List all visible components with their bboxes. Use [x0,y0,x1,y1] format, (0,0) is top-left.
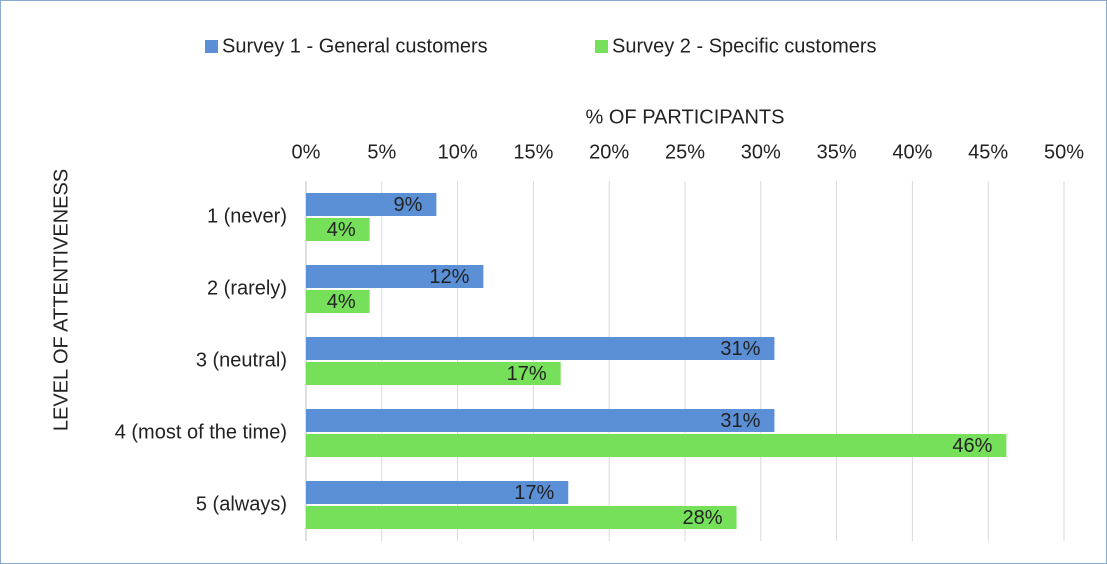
legend-label: Survey 2 - Specific customers [612,35,877,57]
x-tick-label: 5% [367,141,396,163]
bar [306,193,437,216]
value-label: 17% [507,363,547,385]
value-label: 9% [393,194,422,216]
y-tick-label: 4 (most of the time) [115,421,287,443]
value-label: 4% [327,291,356,313]
x-tick-label: 20% [589,141,629,163]
x-tick-label: 25% [665,141,705,163]
value-label: 17% [514,482,554,504]
x-tick-label: 10% [438,141,478,163]
x-tick-label: 30% [741,141,781,163]
bar [306,337,775,360]
value-label: 31% [720,338,760,360]
value-label: 28% [683,507,723,529]
legend-label: Survey 1 - General customers [222,35,488,57]
y-axis-title: LEVEL OF ATTENTIVENESS [50,169,72,431]
y-tick-label: 5 (always) [196,493,287,515]
bar [306,481,569,504]
x-tick-label: 40% [892,141,932,163]
bar [306,218,370,241]
x-axis-title: % OF PARTICIPANTS [586,106,785,128]
x-tick-label: 50% [1044,141,1084,163]
bar [306,434,1007,457]
legend-swatch [205,40,218,53]
value-label: 4% [327,219,356,241]
bar [306,362,561,385]
y-tick-label: 2 (rarely) [207,277,287,299]
value-label: 12% [429,266,469,288]
y-tick-label: 1 (never) [207,205,287,227]
bar [306,265,484,288]
y-tick-label: 3 (neutral) [196,349,287,371]
x-tick-label: 45% [968,141,1008,163]
bar [306,506,737,529]
legend-swatch [595,40,608,53]
bar [306,290,370,313]
x-tick-label: 0% [292,141,321,163]
x-tick-label: 35% [817,141,857,163]
value-label: 31% [720,410,760,432]
value-label: 46% [952,435,992,457]
x-tick-label: 15% [513,141,553,163]
bar [306,409,775,432]
